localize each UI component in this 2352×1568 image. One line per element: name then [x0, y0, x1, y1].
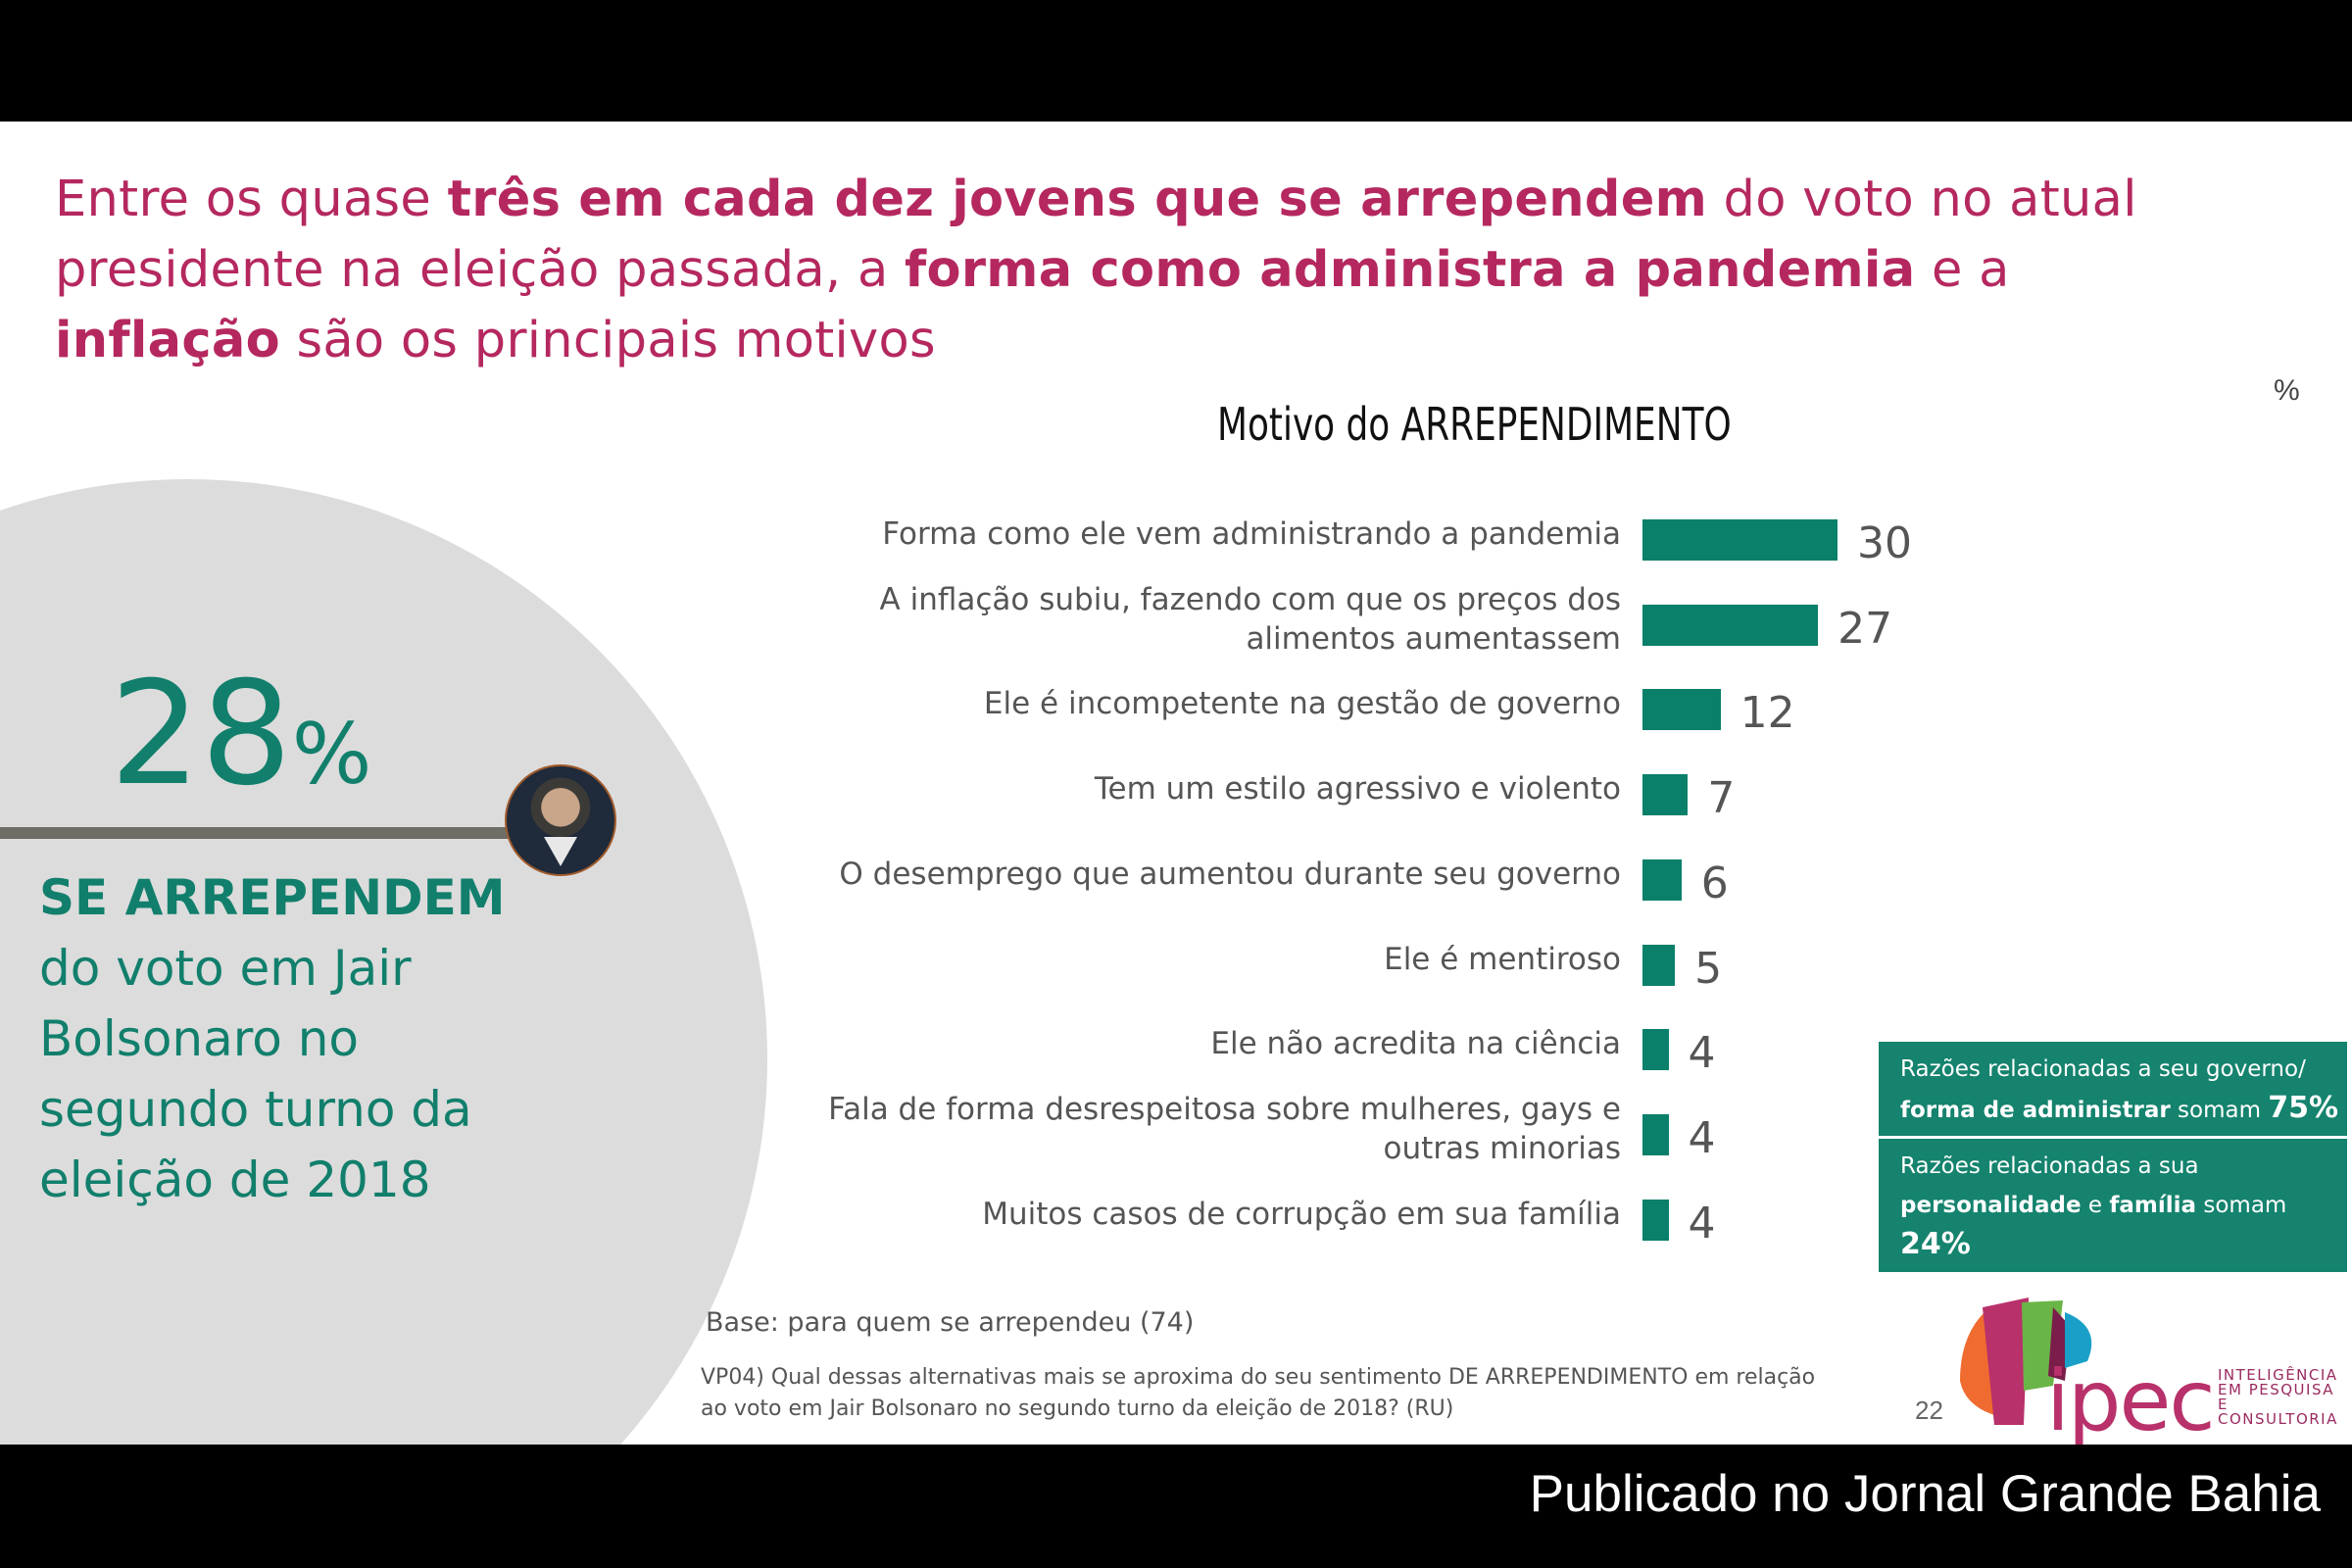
summary-bold: personalidade	[1900, 1193, 2082, 1218]
unit-label: %	[2274, 374, 2300, 407]
summary-bold: família	[2109, 1193, 2197, 1218]
bar	[1642, 774, 1689, 816]
headline-seg-2: do voto no atual presidente na eleição p…	[55, 171, 2137, 299]
bar	[1642, 1029, 1669, 1071]
headline-seg-4: e a	[1915, 241, 2010, 299]
bar	[1642, 944, 1676, 986]
bar-label: A inflação subiu, fazendo com que os pre…	[879, 581, 1621, 657]
summary-text: somam	[2170, 1098, 2269, 1123]
logo-tagline-line: EM PESQUISA	[2218, 1381, 2335, 1398]
footer-credit: Publicado no Jornal Grande Bahia	[1529, 1465, 2321, 1523]
summary-line: forma de administrar somam 75%	[1900, 1089, 2347, 1130]
summary-box-personality: Razões relacionadas a sua personalidade …	[1879, 1139, 2347, 1272]
page-number: 22	[1915, 1396, 1943, 1425]
bar-value-label: 7	[1707, 773, 1736, 824]
bar-value-label: 12	[1740, 688, 1795, 739]
question-note: VP04) Qual dessas alternativas mais se a…	[701, 1365, 1816, 1421]
chart-title: Motivo do ARREPENDIMENTO	[1217, 398, 1732, 451]
summary-line: Razões relacionadas a sua	[1900, 1153, 2199, 1179]
highlight-percentage: 28%	[110, 651, 372, 817]
summary-value: 24%	[1900, 1227, 1971, 1261]
bar	[1642, 519, 1838, 561]
person-photo-icon	[505, 764, 616, 876]
highlight-description: SE ARREPENDEM do voto em Jair Bolsonaro …	[39, 862, 568, 1215]
headline-seg-0: Entre os quase	[55, 171, 448, 228]
ipec-logo-mark-icon	[1960, 1298, 2092, 1425]
summary-bold: forma de administrar	[1900, 1098, 2171, 1123]
summary-text: somam	[2196, 1193, 2287, 1218]
logo-tagline: INTELIGÊNCIA EM PESQUISA E CONSULTORIA	[2218, 1368, 2352, 1427]
bar-value-label: 4	[1688, 1028, 1716, 1079]
headline-seg-1: três em cada dez jovens que se arrepende…	[447, 171, 1708, 228]
slide: Entre os quase três em cada dez jovens q…	[0, 122, 2352, 1445]
logo-tagline-line: INTELIGÊNCIA	[2218, 1366, 2338, 1384]
highlight-strong: SE ARREPENDEM	[39, 869, 506, 926]
bar	[1642, 1199, 1669, 1241]
bar	[1642, 1113, 1669, 1155]
logo-blue-petal	[2065, 1312, 2092, 1368]
summary-value: 75%	[2268, 1091, 2339, 1125]
divider-line	[0, 827, 519, 839]
logo-tagline-line: E CONSULTORIA	[2218, 1396, 2338, 1428]
headline-seg-6: são os principais motivos	[279, 312, 936, 369]
logo-magenta-petal	[1983, 1298, 2029, 1425]
logo-word: ipec	[2046, 1352, 2216, 1445]
summary-line: Razões relacionadas a seu governo/	[1900, 1056, 2306, 1082]
headline-seg-3: forma como administra a pandemia	[905, 241, 1916, 299]
bar	[1642, 858, 1682, 901]
bar-label: Ele é incompetente na gestão de governo	[983, 686, 1621, 722]
bar-value-label: 5	[1694, 943, 1723, 994]
highlight-value: 28	[110, 651, 292, 817]
bar-chart: Forma como ele vem administrando a pande…	[0, 122, 2352, 1445]
summary-text: e	[2081, 1193, 2110, 1218]
base-note: Base: para quem se arrependeu (74)	[706, 1307, 1195, 1338]
highlight-symbol: %	[291, 706, 372, 804]
bar-label: Muitos casos de corrupção em sua família	[982, 1196, 1621, 1232]
highlight-rest: do voto em Jair Bolsonaro no segundo tur…	[39, 940, 472, 1208]
bar	[1642, 604, 1819, 646]
bar-label: Tem um estilo agressivo e violento	[1094, 771, 1621, 808]
bar-label: O desemprego que aumentou durante seu go…	[839, 856, 1621, 892]
bar-value-label: 30	[1857, 518, 1912, 568]
bar-label: Forma como ele vem administrando a pande…	[882, 516, 1621, 552]
headline-seg-5: inflação	[55, 312, 280, 369]
summary-line: personalidade e família somam 24%	[1900, 1186, 2347, 1266]
bar-label: Fala de forma desrespeitosa sobre mulher…	[828, 1091, 1621, 1166]
summary-box-government: Razões relacionadas a seu governo/ forma…	[1879, 1042, 2347, 1136]
bar-value-label: 6	[1700, 858, 1729, 908]
bar-value-label: 27	[1838, 603, 1893, 654]
bar	[1642, 689, 1721, 731]
bar-label: Ele é mentiroso	[1384, 941, 1621, 977]
bar-label: Ele não acredita na ciência	[1210, 1026, 1621, 1062]
bar-value-label: 4	[1688, 1198, 1716, 1249]
headline: Entre os quase três em cada dez jovens q…	[55, 165, 2162, 376]
bar-value-label: 4	[1688, 1112, 1716, 1163]
